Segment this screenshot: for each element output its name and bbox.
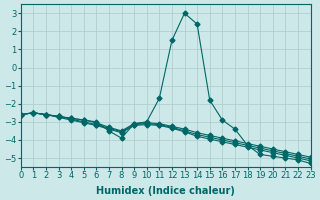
X-axis label: Humidex (Indice chaleur): Humidex (Indice chaleur) (96, 186, 235, 196)
